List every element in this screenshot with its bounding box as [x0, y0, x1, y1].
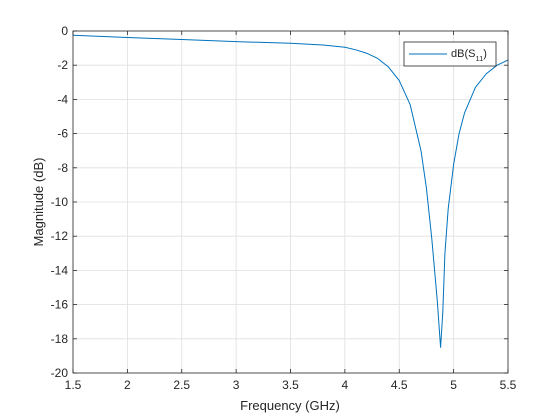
x-tick-label: 2	[124, 378, 131, 392]
y-tick-label: 0	[61, 24, 68, 38]
series-line	[72, 34, 509, 348]
legend-text-close: )	[483, 48, 487, 60]
x-tick-label: 5	[450, 378, 457, 392]
y-axis-label: Magnitude (dB)	[31, 158, 46, 247]
y-tick-labels: 0 -2 -4 -6 -8 -10 -12 -14 -16 -18 -20	[51, 24, 69, 380]
y-tick-label: -8	[57, 161, 68, 175]
x-tick-label: 3.5	[282, 378, 299, 392]
x-tick-label: 5.5	[500, 378, 517, 392]
legend-text-main: dB(S	[451, 48, 475, 60]
y-tick-label: -2	[57, 58, 68, 72]
y-tick-label: -4	[57, 92, 68, 106]
y-tick-label: -14	[51, 263, 69, 277]
y-tick-label: -12	[51, 229, 69, 243]
legend-text-sub: 11	[475, 54, 483, 63]
x-axis-label: Frequency (GHz)	[240, 398, 340, 413]
y-tick-label: -6	[57, 127, 68, 141]
y-tick-label: -10	[51, 195, 69, 209]
x-tick-label: 1.5	[65, 378, 82, 392]
y-tick-label: -16	[51, 298, 69, 312]
y-tick-label: -18	[51, 332, 69, 346]
legend-entry: dB(S11)	[451, 48, 487, 63]
x-tick-labels: 1.5 2 2.5 3 3.5 4 4.5 5 5.5	[65, 378, 517, 392]
x-tick-label: 3	[233, 378, 240, 392]
tick-marks	[72, 30, 509, 374]
x-tick-label: 2.5	[173, 378, 190, 392]
x-tick-label: 4.5	[391, 378, 408, 392]
y-tick-label: -20	[51, 366, 69, 380]
series-group	[72, 34, 509, 348]
legend: dB(S11)	[403, 41, 497, 67]
x-tick-label: 4	[342, 378, 349, 392]
